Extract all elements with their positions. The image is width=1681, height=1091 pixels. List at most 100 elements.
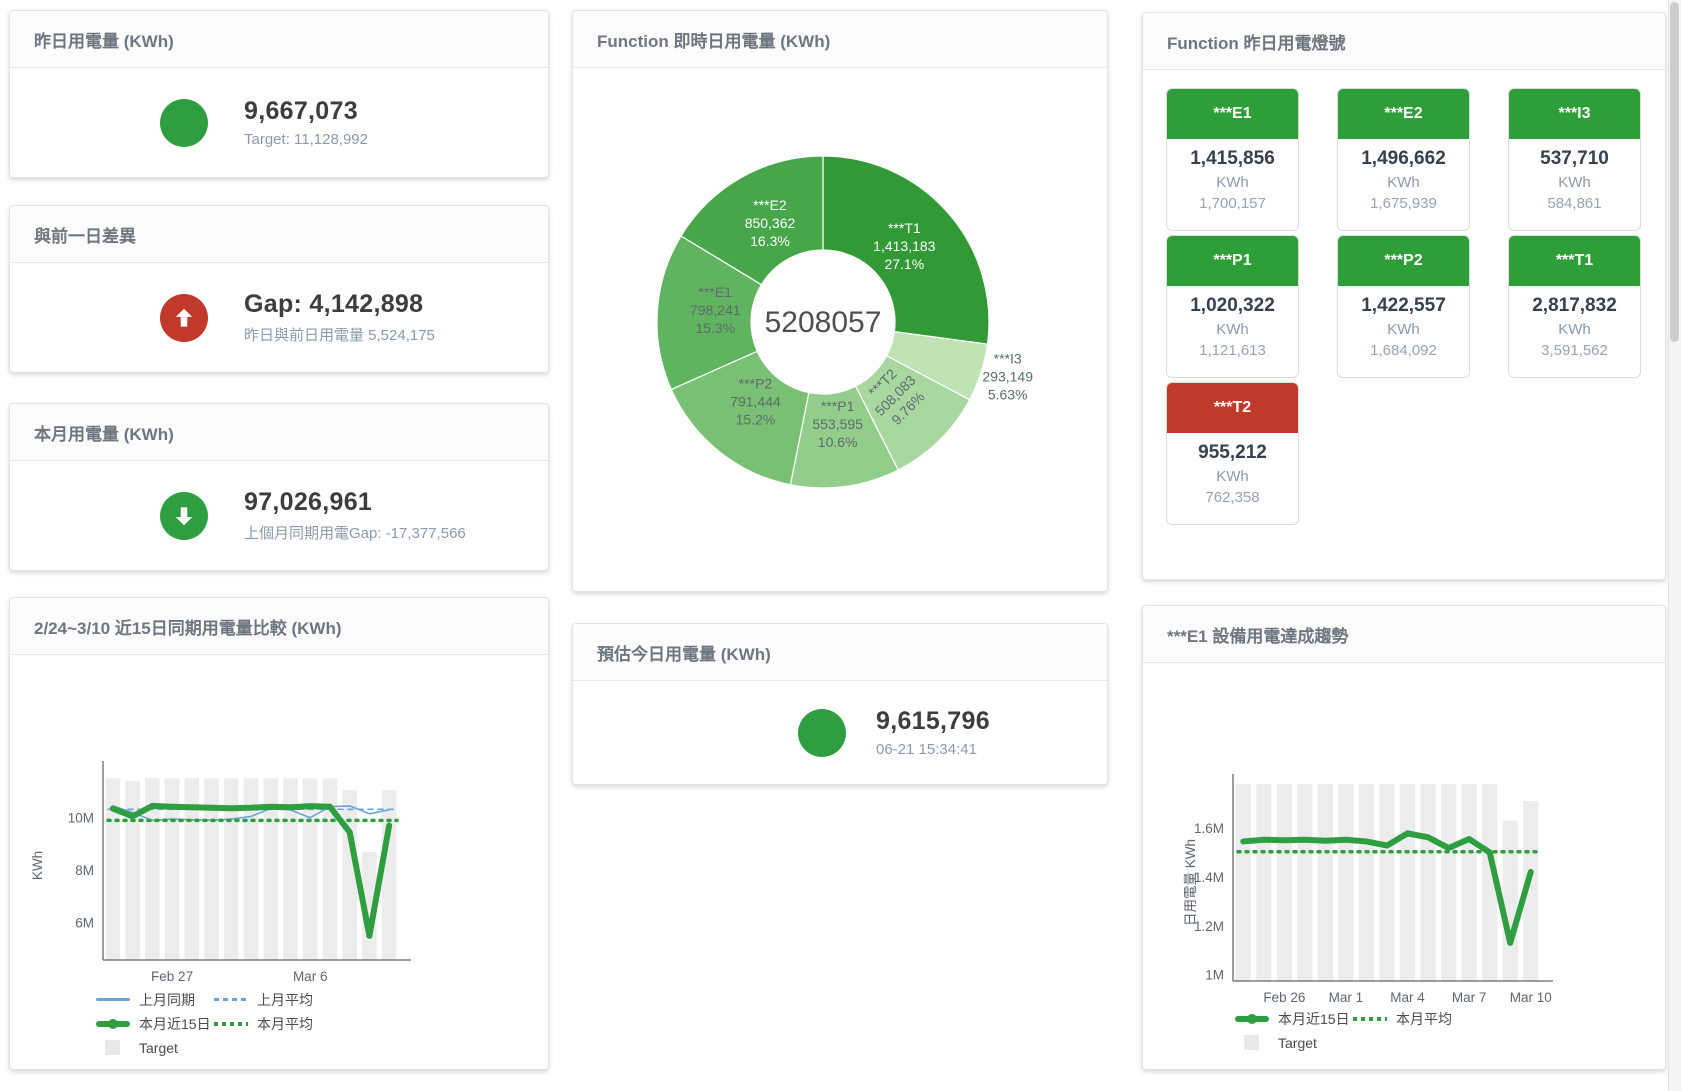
legend-item[interactable]: 上月平均 bbox=[214, 989, 332, 1010]
target-bar[interactable] bbox=[1461, 784, 1477, 981]
donut-slice-label: ***E1 798,241 15.3% bbox=[690, 284, 741, 336]
light-card-label: ***E1 bbox=[1167, 89, 1298, 139]
status-circle-icon bbox=[160, 98, 208, 147]
light-card-unit: KWh bbox=[1558, 174, 1591, 191]
card-e1-trend-chart: ***E1 設備用電達成趨勢 1M 1.2M 1.4M 1.6M Feb 26 Mar 1… bbox=[1142, 605, 1666, 1070]
light-card-body: 1,020,322 KWh 1,121,613 bbox=[1167, 286, 1298, 359]
y-axis-tick-label: 1.4M bbox=[1194, 870, 1224, 885]
series-line[interactable] bbox=[109, 802, 393, 939]
donut-slice-T1[interactable] bbox=[822, 155, 990, 345]
light-card-body: 1,415,856 KWh 1,700,157 bbox=[1167, 139, 1298, 212]
realtime-donut-chart[interactable]: ***T1 1,413,183 27.1% ***I3 293,149 5.63% ***T… bbox=[573, 68, 1107, 590]
card-day-gap: 與前一日差異 Gap: 4,142,898 昨日與前日用電量 5,524,175 bbox=[9, 205, 549, 373]
target-bar[interactable] bbox=[145, 778, 160, 960]
compare-line-chart[interactable]: 6M 8M 10M Feb 27 Mar 6 KWh bbox=[10, 655, 548, 1068]
light-card-I3[interactable]: ***I3 537,710 KWh 584,861 bbox=[1508, 88, 1641, 231]
target-bar[interactable] bbox=[204, 778, 219, 960]
legend-label: Target bbox=[139, 1039, 178, 1056]
legend-item[interactable]: Target bbox=[1235, 1032, 1353, 1053]
thick-green-legend-icon bbox=[96, 1018, 130, 1029]
light-card-value: 955,212 bbox=[1198, 442, 1267, 463]
legend-item[interactable]: 本月近15日 bbox=[96, 1013, 214, 1034]
series-line[interactable] bbox=[1240, 830, 1534, 946]
target-bar[interactable] bbox=[1502, 820, 1518, 981]
x-axis-tick-label: Mar 1 bbox=[1329, 990, 1364, 1005]
target-bar[interactable] bbox=[1235, 784, 1251, 981]
lights-grid: ***E1 1,415,856 KWh 1,700,157 ***E2 1,496,662… bbox=[1143, 70, 1665, 525]
target-bar[interactable] bbox=[362, 851, 377, 960]
light-card-target: 1,121,613 bbox=[1199, 342, 1266, 359]
donut-slice-label: ***P1 553,595 10.6% bbox=[812, 398, 863, 450]
target-bar[interactable] bbox=[322, 778, 338, 960]
scrollbar-thumb[interactable] bbox=[1670, 2, 1679, 342]
target-bar[interactable] bbox=[243, 778, 259, 960]
light-card-label: ***P1 bbox=[1167, 236, 1298, 286]
light-card-P1[interactable]: ***P1 1,020,322 KWh 1,121,613 bbox=[1166, 235, 1299, 378]
light-card-value: 1,020,322 bbox=[1190, 295, 1275, 316]
y-axis-tick-label: 1.2M bbox=[1194, 919, 1224, 934]
legend-item[interactable]: 本月平均 bbox=[214, 1013, 332, 1034]
thick-green-legend-icon bbox=[1235, 1013, 1269, 1024]
target-bar[interactable] bbox=[1297, 784, 1313, 981]
card-15day-compare-chart: 2/24~3/10 近15日同期用電量比較 (KWh) 6M 8M 10M Feb 2… bbox=[9, 597, 549, 1070]
target-bar[interactable] bbox=[164, 778, 180, 960]
kpi-value: 9,667,073 bbox=[244, 97, 358, 125]
target-bar[interactable] bbox=[1441, 784, 1457, 981]
light-card-T1[interactable]: ***T1 2,817,832 KWh 3,591,562 bbox=[1508, 235, 1641, 378]
target-bar[interactable] bbox=[125, 780, 140, 960]
light-card-P2[interactable]: ***P2 1,422,557 KWh 1,684,092 bbox=[1337, 235, 1470, 378]
target-bar[interactable] bbox=[223, 778, 239, 960]
legend-item[interactable]: 上月同期 bbox=[96, 989, 214, 1010]
target-bar[interactable] bbox=[263, 778, 279, 960]
target-bar[interactable] bbox=[1256, 784, 1272, 981]
target-bar[interactable] bbox=[1317, 784, 1333, 981]
light-card-unit: KWh bbox=[1216, 468, 1249, 485]
target-bar[interactable] bbox=[184, 778, 200, 960]
dot-green-legend-icon bbox=[214, 1021, 248, 1026]
target-bar[interactable] bbox=[1358, 784, 1375, 981]
light-card-label: ***I3 bbox=[1509, 89, 1640, 139]
legend-item[interactable]: 本月近15日 bbox=[1235, 1008, 1353, 1029]
panel-title: 預估今日用電量 (KWh) bbox=[573, 624, 1107, 681]
e1-trend-line-chart[interactable]: 1M 1.2M 1.4M 1.6M Feb 26 Mar 1 Mar 4 Mar 7 Mar 1… bbox=[1143, 663, 1665, 1069]
target-bar[interactable] bbox=[1276, 784, 1292, 981]
target-bar[interactable] bbox=[1420, 784, 1436, 981]
target-bar[interactable] bbox=[1379, 784, 1395, 981]
panel-title: 昨日用電量 (KWh) bbox=[10, 11, 548, 68]
panel-title: Function 昨日用電燈號 bbox=[1143, 13, 1665, 70]
target-bar[interactable] bbox=[342, 790, 357, 960]
kpi-value: 9,615,796 bbox=[876, 707, 990, 735]
panel-title: ***E1 設備用電達成趨勢 bbox=[1143, 606, 1665, 663]
donut-slice-label: ***T1 1,413,183 27.1% bbox=[873, 220, 935, 272]
y-axis-tick-label: 1M bbox=[1205, 968, 1224, 983]
target-bar[interactable] bbox=[283, 778, 298, 960]
target-bar[interactable] bbox=[1399, 784, 1416, 981]
light-card-value: 2,817,832 bbox=[1532, 295, 1617, 316]
light-card-unit: KWh bbox=[1216, 174, 1249, 191]
vertical-scrollbar[interactable] bbox=[1668, 0, 1681, 1091]
target-bar[interactable] bbox=[1338, 784, 1354, 981]
donut-slice-E2[interactable] bbox=[680, 155, 824, 286]
donut-slice-E1[interactable] bbox=[656, 235, 763, 391]
target-bar[interactable] bbox=[1482, 784, 1498, 981]
donut-slice-P2[interactable] bbox=[670, 350, 810, 486]
light-card-body: 955,212 KWh 762,358 bbox=[1167, 433, 1298, 506]
target-bar[interactable] bbox=[1523, 801, 1539, 981]
legend-label: Target bbox=[1278, 1034, 1317, 1051]
light-card-E2[interactable]: ***E2 1,496,662 KWh 1,675,939 bbox=[1337, 88, 1470, 231]
chart-legend: 本月近15日 本月平均 Target bbox=[1235, 1008, 1471, 1053]
light-card-T2[interactable]: ***T2 955,212 KWh 762,358 bbox=[1166, 382, 1299, 525]
light-card-unit: KWh bbox=[1558, 321, 1591, 338]
panel-title: 與前一日差異 bbox=[10, 206, 548, 263]
y-axis-tick-label: 1.6M bbox=[1194, 821, 1224, 836]
panel-title: 2/24~3/10 近15日同期用電量比較 (KWh) bbox=[10, 598, 548, 655]
legend-item[interactable]: Target bbox=[96, 1037, 214, 1058]
target-bar[interactable] bbox=[105, 778, 121, 960]
card-yesterday-usage: 昨日用電量 (KWh) 9,667,073 Target: 11,128,992 bbox=[9, 10, 549, 178]
legend-item[interactable]: 本月平均 bbox=[1353, 1008, 1471, 1029]
light-card-E1[interactable]: ***E1 1,415,856 KWh 1,700,157 bbox=[1166, 88, 1299, 231]
square-gray-legend-icon bbox=[105, 1040, 120, 1055]
light-card-value: 1,496,662 bbox=[1361, 148, 1446, 169]
target-bar[interactable] bbox=[302, 778, 318, 960]
target-bar[interactable] bbox=[381, 790, 397, 960]
